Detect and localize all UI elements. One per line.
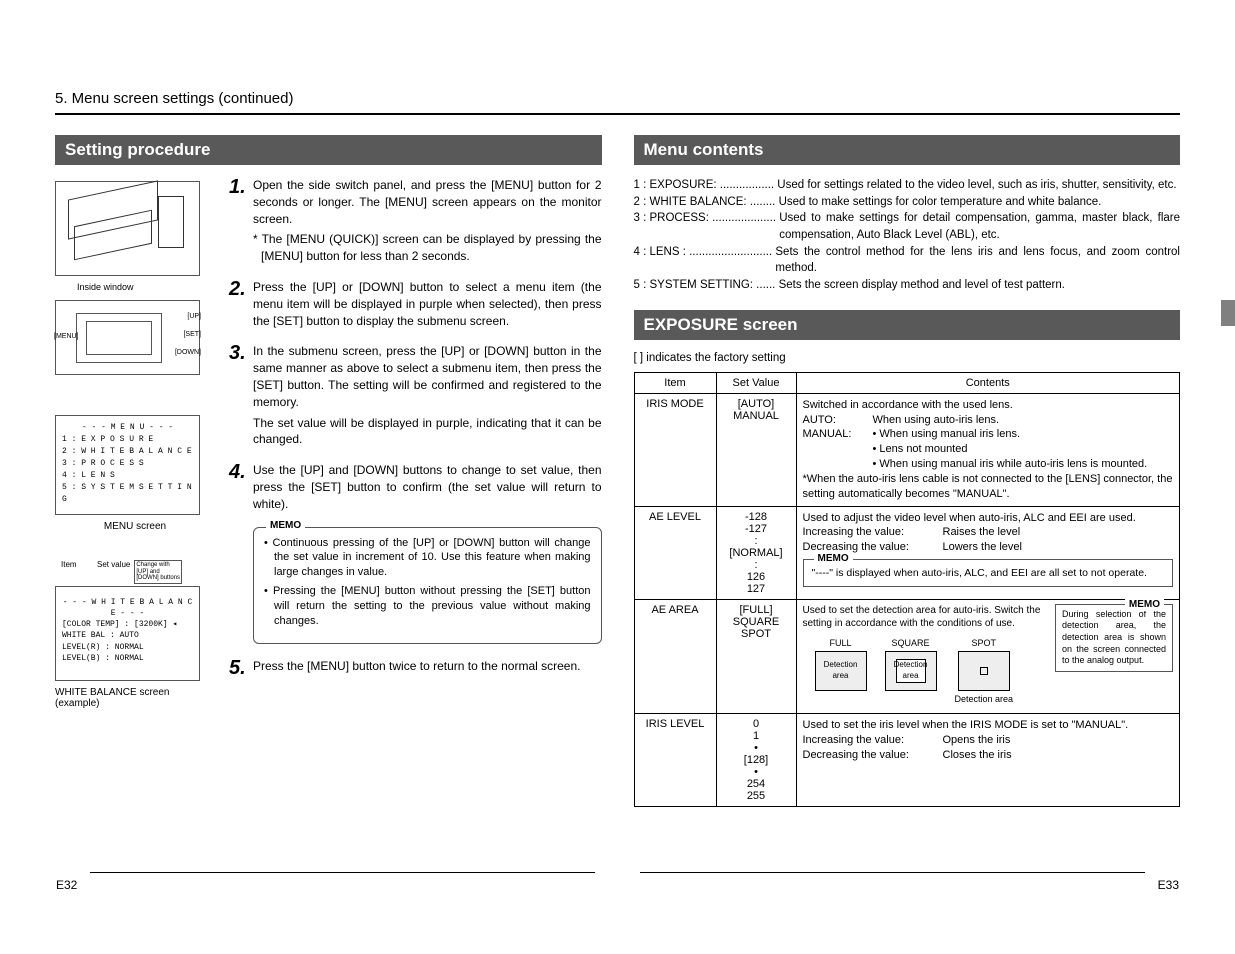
row-ae-level: AE LEVEL -128 -127 : [NORMAL] : 126 127 … <box>634 506 1180 599</box>
menu-contents-header: Menu contents <box>634 135 1181 165</box>
th-set: Set Value <box>716 372 796 393</box>
right-column: Menu contents 1 : EXPOSURE: ............… <box>634 135 1181 807</box>
page-number-right: E33 <box>1158 878 1179 892</box>
wb-figure: Item Set value Change with [UP] and [DOW… <box>55 560 215 709</box>
step-1: 1. Open the side switch panel, and press… <box>229 177 602 265</box>
menu-screen-box: - - - M E N U - - - 1 : E X P O S U R E … <box>55 415 200 515</box>
step-4: 4. Use the [UP] and [DOWN] buttons to ch… <box>229 462 602 512</box>
memo-item: Continuous pressing of the [UP] or [DOWN… <box>264 536 591 581</box>
step-5: 5. Press the [MENU] button twice to retu… <box>229 658 602 678</box>
camera-illustration <box>55 181 200 276</box>
page-title: 5. Menu screen settings (continued) <box>55 90 1180 107</box>
columns: Setting procedure Inside window [MENU] [… <box>55 135 1180 807</box>
step-2: 2. Press the [UP] or [DOWN] button to se… <box>229 279 602 329</box>
ae-area-diagram: FULL Detection area SQUARE Detection are… <box>815 637 1050 705</box>
exposure-table: Item Set Value Contents IRIS MODE [AUTO]… <box>634 372 1181 807</box>
wb-caption: WHITE BALANCE screen (example) <box>55 687 215 709</box>
memo-item: Pressing the [MENU] button without press… <box>264 584 591 629</box>
row-iris-mode: IRIS MODE [AUTO] MANUAL Switched in acco… <box>634 393 1180 506</box>
ae-level-memo: MEMO "----" is displayed when auto-iris,… <box>803 559 1174 587</box>
step-3: 3. In the submenu screen, press the [UP]… <box>229 343 602 448</box>
inside-window-label: Inside window <box>55 282 215 292</box>
figures: Inside window [MENU] [UP] [SET] [DOWN] -… <box>55 177 215 709</box>
menu-screen-caption: MENU screen <box>55 521 215 532</box>
row-ae-area: AE AREA [FULL] SQUARE SPOT MEMO During s… <box>634 599 1180 713</box>
setting-procedure-header: Setting procedure <box>55 135 602 165</box>
factory-note: [ ] indicates the factory setting <box>634 352 1181 364</box>
exposure-screen-header: EXPOSURE screen <box>634 310 1181 340</box>
switch-panel-illustration: [MENU] [UP] [SET] [DOWN] <box>55 300 200 375</box>
menu-contents-list: 1 : EXPOSURE: ................. Used for… <box>634 177 1181 294</box>
left-column: Setting procedure Inside window [MENU] [… <box>55 135 602 807</box>
header-rule <box>55 113 1180 115</box>
th-contents: Contents <box>796 372 1180 393</box>
memo-box: MEMO Continuous pressing of the [UP] or … <box>253 527 602 644</box>
ae-area-memo: MEMO During selection of the detection a… <box>1055 604 1173 672</box>
page-number-left: E32 <box>56 878 77 892</box>
steps: 1. Open the side switch panel, and press… <box>229 177 602 709</box>
th-item: Item <box>634 372 716 393</box>
row-iris-level: IRIS LEVEL 0 1 • [128] • 254 255 Used to… <box>634 713 1180 806</box>
edge-tab <box>1221 300 1235 326</box>
